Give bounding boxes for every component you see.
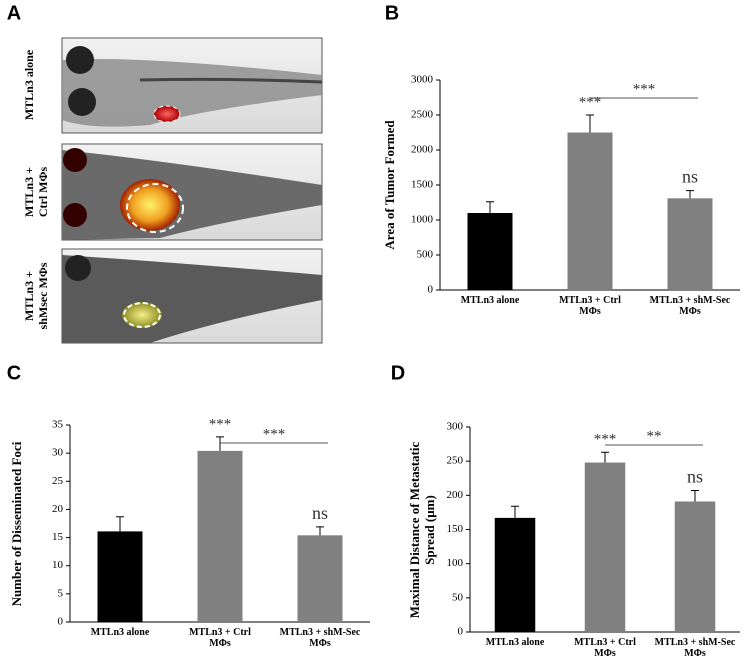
error-bar — [601, 451, 609, 463]
bar — [567, 132, 613, 290]
significance-label: ns — [682, 167, 698, 187]
x-tick-label: MTLn3 + shM-Sec MΦs — [279, 627, 361, 649]
fish-image — [61, 143, 323, 241]
bracket-label: *** — [633, 81, 656, 97]
x-tick-label-box: MTLn3 + Ctrl MΦs — [189, 627, 251, 649]
significance-label: *** — [579, 94, 602, 110]
bar — [197, 450, 243, 622]
y-tick-label: 250 — [447, 455, 464, 467]
significance-label: *** — [209, 416, 232, 432]
y-tick-label: 0 — [458, 626, 464, 638]
significance-label: ns — [687, 467, 703, 487]
error-bar — [511, 505, 519, 518]
error-bar — [216, 436, 224, 451]
y-tick-label: 3000 — [411, 74, 434, 86]
image-label: MTLn3 + shMsec MΦs — [22, 262, 50, 330]
x-tick-label-box: MTLn3 + Ctrl MΦs — [559, 295, 621, 317]
y-tick-label: 30 — [52, 447, 64, 459]
bar — [674, 501, 716, 632]
y-tick-label: 500 — [417, 249, 434, 261]
image-label: MTLn3 alone — [22, 49, 36, 121]
y-axis-label: Maximal Distance of Metastatic Spread (μ… — [407, 441, 437, 618]
bar — [584, 462, 626, 632]
panel-label: B — [385, 2, 399, 24]
significance-label: ns — [312, 503, 328, 523]
panel-label: C — [7, 362, 21, 384]
panel-label: A — [7, 2, 21, 24]
x-tick-label-box: MTLn3 alone — [485, 637, 545, 648]
y-tick-label: 15 — [52, 531, 64, 543]
y-tick-label: 150 — [447, 523, 464, 535]
error-bar — [486, 201, 494, 213]
y-axis-label: Area of Tumor Formed — [382, 120, 397, 250]
y-tick-label: 1500 — [411, 179, 434, 191]
fish-images — [61, 37, 323, 344]
x-tick-label: MTLn3 + Ctrl MΦs — [559, 295, 621, 317]
y-tick-label: 300 — [447, 421, 464, 433]
x-tick-label-box: MTLn3 + Ctrl MΦs — [574, 637, 636, 659]
error-bar — [116, 516, 124, 532]
x-tick-label-box: MTLn3 + shM-Sec MΦs — [649, 295, 731, 317]
y-tick-label: 2000 — [411, 144, 434, 156]
significance-label: *** — [594, 432, 617, 448]
x-tick-label: MTLn3 alone — [485, 637, 545, 648]
fish-image — [61, 37, 323, 134]
y-tick-label: 20 — [52, 503, 64, 515]
x-tick-label: MTLn3 + shM-Sec MΦs — [654, 637, 736, 659]
bar — [494, 517, 536, 632]
x-tick-label-box: MTLn3 + shM-Sec MΦs — [279, 627, 361, 649]
error-bar — [691, 490, 699, 502]
error-bar — [316, 526, 324, 536]
x-tick-label-box: MTLn3 + shM-Sec MΦs — [654, 637, 736, 659]
y-tick-label: 10 — [52, 559, 64, 571]
y-tick-label: 25 — [52, 475, 64, 487]
y-tick-label: 100 — [447, 557, 464, 569]
x-tick-label: MTLn3 + Ctrl MΦs — [189, 627, 251, 649]
error-bar — [686, 190, 694, 199]
y-tick-label: 2500 — [411, 109, 434, 121]
y-tick-label: 200 — [447, 489, 464, 501]
x-tick-label: MTLn3 + Ctrl MΦs — [574, 637, 636, 659]
x-tick-label-box: MTLn3 alone — [460, 295, 520, 306]
bracket-label: ** — [647, 428, 662, 444]
bar — [667, 198, 713, 290]
panel-label: D — [391, 362, 405, 384]
y-tick-label: 0 — [428, 284, 434, 296]
bar — [97, 531, 143, 622]
x-tick-label: MTLn3 alone — [90, 627, 150, 638]
bar — [297, 535, 343, 622]
y-tick-label: 5 — [58, 587, 64, 599]
y-tick-label: 1000 — [411, 214, 434, 226]
y-tick-label: 50 — [452, 591, 464, 603]
x-tick-label-box: MTLn3 alone — [90, 627, 150, 638]
bracket-label: *** — [263, 426, 286, 442]
y-tick-label: 0 — [58, 616, 64, 628]
bar — [467, 213, 513, 290]
y-axis-label: Number of Disseminated Foci — [9, 441, 24, 606]
image-label: MTLn3 + Ctrl MΦs — [22, 166, 50, 218]
x-tick-label: MTLn3 alone — [460, 295, 520, 306]
x-tick-label: MTLn3 + shM-Sec MΦs — [649, 295, 731, 317]
fish-image — [61, 248, 323, 344]
error-bar — [586, 114, 594, 133]
y-tick-label: 35 — [52, 419, 64, 431]
